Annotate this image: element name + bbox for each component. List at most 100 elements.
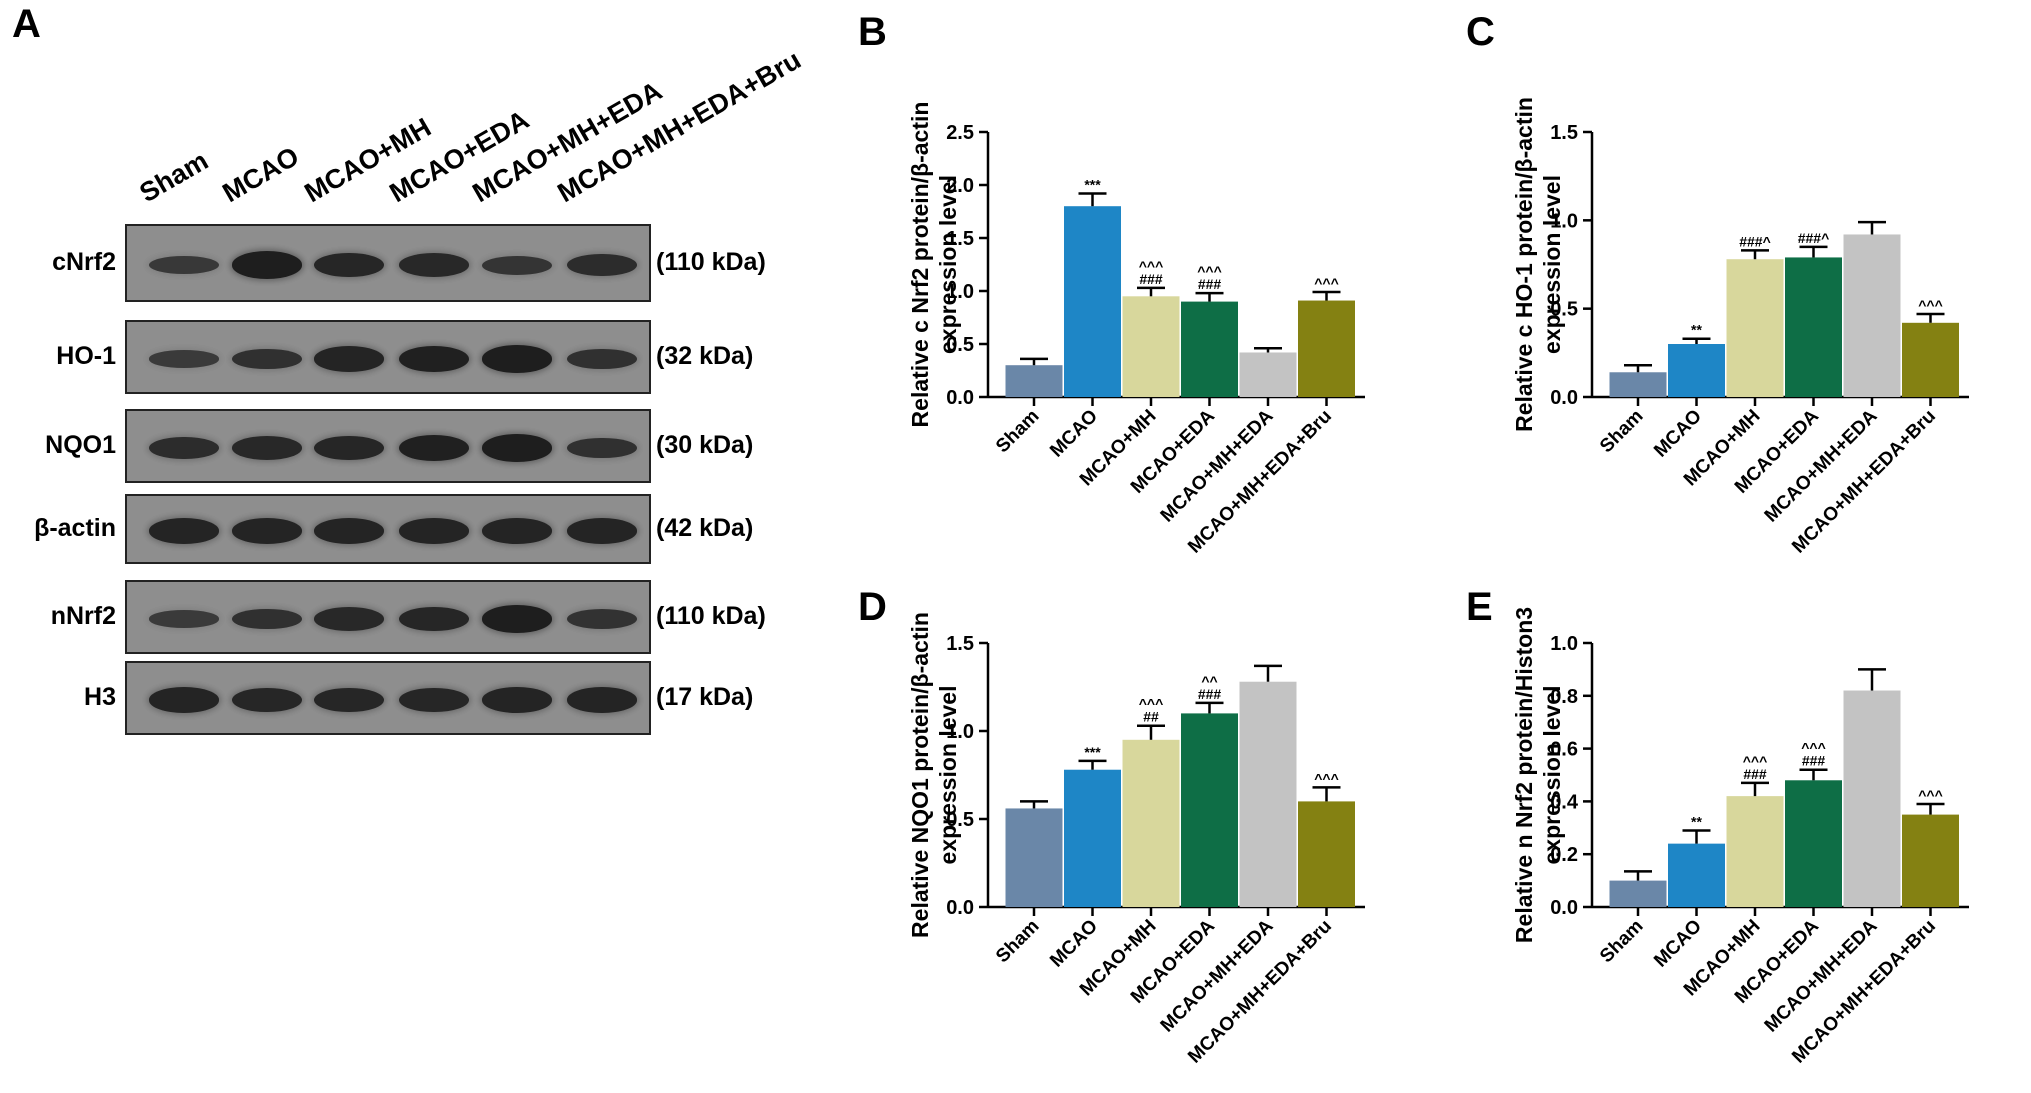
x-tick-label: MCAO [1046,406,1102,462]
y-tick-label: 0.6 [1550,739,1578,761]
bar [1298,801,1355,907]
protein-band [149,687,219,713]
y-tick-label: 0.5 [946,809,974,831]
significance-label: ^^^ [1314,275,1339,291]
x-tick-label: MCAO [1650,406,1706,462]
y-tick-label: 0.5 [1550,299,1578,321]
y-axis-label: Relative n Nrf2 protein/Histon3 [1511,607,1537,943]
chart-c: C Relative c HO-1 protein/β-actin expressi… [1466,10,1969,558]
molecular-weight-label: (110 kDa) [656,248,766,276]
significance-label: ## [1143,709,1159,725]
significance-label: ^^^ [1197,263,1222,279]
y-tick-label: 0.0 [946,897,974,919]
y-axis-label: Relative c HO-1 protein/β-actin [1511,97,1537,432]
y-tick-label: 0.0 [946,387,974,409]
y-tick-label: 1.5 [946,633,974,655]
significance-label: ###^ [1798,230,1830,246]
molecular-weight-label: (32 kDa) [656,342,754,370]
chart-e: E Relative n Nrf2 protein/Histon3 expressi… [1466,585,1969,1068]
protein-band [232,608,302,630]
protein-band [314,518,384,544]
significance-label: ### [1198,276,1222,292]
y-axis-label: Relative NQO1 protein/β-actin [907,612,933,938]
y-tick-label: 1.0 [946,281,974,303]
y-axis-label: expression level [1539,175,1565,354]
protein-band [399,518,469,544]
significance-label: ###^ [1739,233,1771,249]
bar [1902,322,1959,397]
molecular-weight-label: (110 kDa) [656,602,766,630]
bar [1239,681,1297,907]
x-tick-label: MCAO [1046,916,1102,972]
molecular-weight-label: (30 kDa) [656,431,754,459]
protein-band [149,350,219,368]
bar [1843,690,1901,907]
blot-row-label: HO-1 [56,342,116,370]
bar [1064,206,1121,397]
panel-letter-a: A [12,2,41,46]
protein-band [399,253,469,277]
bar [1609,372,1667,397]
bar [1005,365,1063,397]
blot-strip [125,494,651,564]
protein-band [567,518,637,544]
protein-band [567,687,637,713]
blot-strip [125,661,651,735]
y-tick-label: 0.0 [1550,897,1578,919]
protein-band [314,346,384,372]
bar [1122,739,1180,907]
y-axis-label: Relative c Nrf2 protein/β-actin [907,102,933,428]
significance-label: ^^^ [1918,787,1943,803]
y-axis-label: expression level [935,686,961,865]
significance-label: ### [1743,766,1767,782]
y-tick-label: 1.5 [946,228,974,250]
panel-letter: B [858,10,887,54]
y-tick-label: 1.5 [1550,122,1578,144]
protein-band [314,687,384,713]
panel-letter: C [1466,10,1495,54]
bar [1122,296,1180,397]
blot-strip [125,320,651,394]
protein-band [149,255,219,275]
significance-label: ^^^ [1314,770,1339,786]
protein-band [149,518,219,544]
protein-band [232,436,302,460]
significance-label: ** [1691,813,1702,829]
x-tick-label: Sham [992,916,1043,967]
y-tick-label: 1.0 [1550,210,1578,232]
molecular-weight-label: (17 kDa) [656,683,754,711]
bar [1668,843,1725,907]
protein-band [399,687,469,713]
y-tick-label: 0.4 [1550,791,1579,813]
protein-band [482,345,552,373]
blot-row-label: β-actin [34,514,116,542]
protein-band [314,435,384,461]
y-tick-label: 2.5 [946,122,974,144]
bar [1298,300,1355,397]
y-tick-label: 0.0 [1550,387,1578,409]
bar [1726,796,1784,907]
bar [1239,352,1297,397]
bar [1726,259,1784,397]
y-tick-label: 1.0 [1550,633,1578,655]
bar [1064,769,1121,907]
protein-band [232,348,302,370]
significance-label: ^^^ [1743,753,1768,769]
significance-label: ^^^ [1139,258,1164,274]
x-tick-label: Sham [992,406,1043,457]
protein-band [567,348,637,370]
protein-band [232,251,302,279]
protein-band [399,434,469,462]
significance-label: ### [1802,753,1826,769]
y-axis-label: expression level [1539,686,1565,865]
y-axis-label: expression level [935,175,961,354]
protein-band [149,436,219,460]
y-tick-label: 0.5 [946,334,974,356]
protein-band [399,345,469,373]
protein-band [149,610,219,628]
panel-letter: D [858,585,887,629]
y-tick-label: 1.0 [946,721,974,743]
protein-band [482,687,552,713]
protein-band [314,607,384,631]
y-tick-label: 2.0 [946,175,974,197]
